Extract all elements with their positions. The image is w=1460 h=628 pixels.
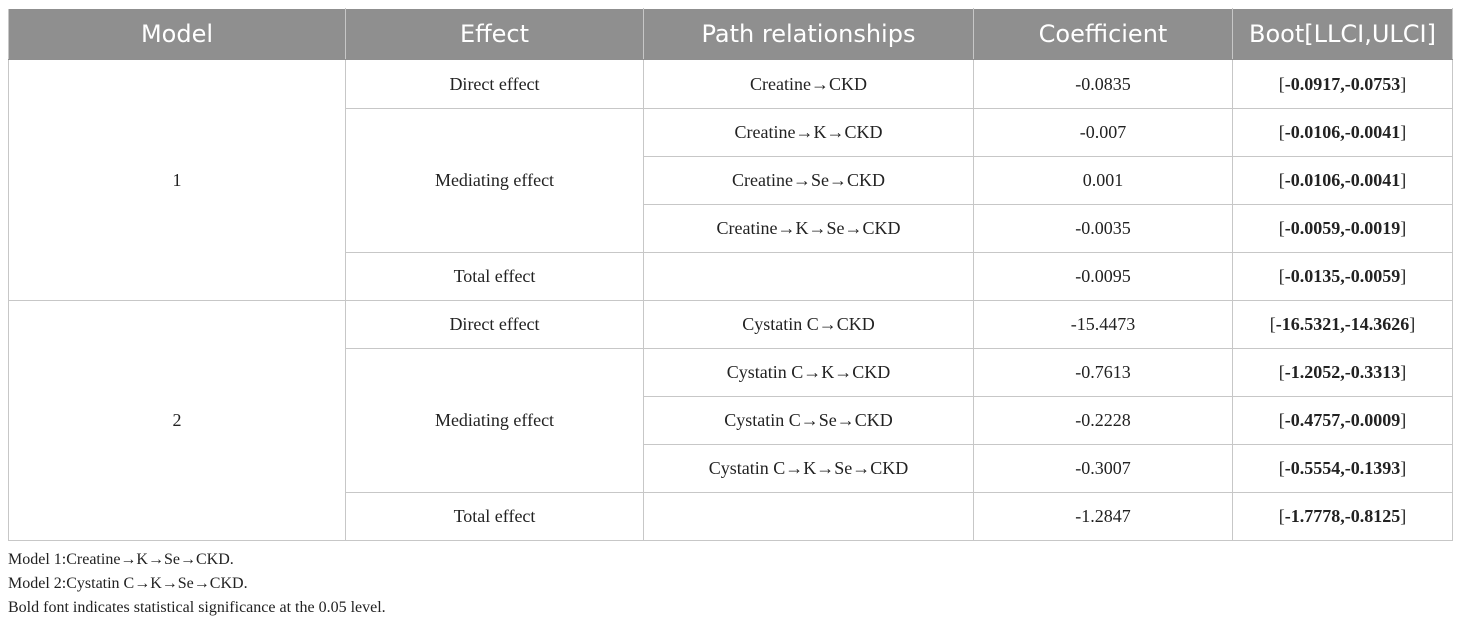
boot-ci-cell: [-0.4757,-0.0009] [1232, 396, 1453, 445]
effect-cell: Direct effect [345, 59, 644, 109]
boot-ci-cell: [-0.0917,-0.0753] [1232, 59, 1453, 109]
bracket-close: ] [1400, 218, 1407, 238]
boot-ci-value: -16.5321,-14.3626 [1275, 314, 1410, 334]
boot-ci-cell: [-0.0059,-0.0019] [1232, 204, 1453, 253]
boot-ci-value: -1.2052,-0.3313 [1284, 362, 1401, 382]
effect-cell: Total effect [345, 252, 644, 301]
table-row: Cystatin C→K→Se→CKD -0.3007 [-0.5554,-0.13… [9, 444, 1453, 493]
table-row: Mediating effect Cystatin C→K→CKD -0.7613[… [9, 348, 1453, 493]
boot-ci-value: -1.7778,-0.8125 [1284, 506, 1401, 526]
boot-ci-value: -0.5554,-0.1393 [1284, 458, 1401, 478]
coefficient-cell: -15.4473 [973, 300, 1233, 349]
header-boot-ci: Boot[LLCI,ULCI] [1232, 8, 1453, 60]
header-coefficient: Coefficient [973, 8, 1233, 60]
bracket-close: ] [1400, 506, 1407, 526]
table-row: 1 Direct effect Creatine→CKD -0.0835 [-0.091… [8, 59, 1453, 301]
bracket-close: ] [1400, 458, 1407, 478]
path-cell: Creatine→Se→CKD [643, 156, 974, 205]
table-row: Total effect -1.2847 [-1.7778,-0.8125] [9, 492, 1453, 541]
bracket-open: [ [1269, 314, 1276, 334]
boot-ci-value: -0.0917,-0.0753 [1284, 73, 1401, 94]
path-cell: Cystatin C→K→Se→CKD [643, 444, 974, 493]
header-model: Model [8, 8, 346, 60]
note-model-2: Model 2:Cystatin C→K→Se→CKD. [8, 575, 248, 592]
coefficient-cell: 0.001 [973, 156, 1233, 205]
bracket-close: ] [1400, 170, 1407, 190]
bracket-open: [ [1278, 266, 1285, 286]
boot-ci-cell: [-1.2052,-0.3313] [1232, 348, 1453, 397]
path-cell: Cystatin C→Se→CKD [643, 396, 974, 445]
boot-ci-value: -0.4757,-0.0009 [1284, 410, 1401, 430]
note-model-1: Model 1:Creatine→K→Se→CKD. [8, 551, 234, 568]
note-bold-significance: Bold font indicates statistical signific… [8, 599, 386, 616]
path-cell: Creatine→CKD [643, 59, 974, 109]
coefficient-cell: -0.0035 [973, 204, 1233, 253]
header-effect: Effect [345, 8, 644, 60]
mediation-table: Model Effect Path relationships Coeffici… [8, 8, 1453, 541]
bracket-open: [ [1278, 170, 1285, 190]
path-cell: Cystatin C→K→CKD [643, 348, 974, 397]
bracket-close: ] [1400, 122, 1407, 142]
boot-ci-cell: [-0.0135,-0.0059] [1232, 252, 1453, 301]
boot-ci-cell: [-0.5554,-0.1393] [1232, 444, 1453, 493]
coefficient-cell: -1.2847 [973, 492, 1233, 541]
effect-cell: Mediating effect [345, 348, 644, 493]
path-cell [643, 252, 974, 301]
boot-ci-cell: [-16.5321,-14.3626] [1232, 300, 1453, 349]
bracket-open: [ [1278, 122, 1285, 142]
effect-cell: Direct effect [345, 300, 644, 349]
boot-ci-value: -0.0059,-0.0019 [1284, 218, 1401, 238]
table-row: 2 Direct effect Cystatin C→CKD -15.4473 [-16… [8, 300, 1453, 541]
bracket-open: [ [1278, 73, 1285, 94]
coefficient-cell: -0.3007 [973, 444, 1233, 493]
bracket-close: ] [1400, 410, 1407, 430]
bracket-open: [ [1278, 218, 1285, 238]
header-path-relationships: Path relationships [643, 8, 974, 60]
coefficient-cell: -0.0095 [973, 252, 1233, 301]
bracket-open: [ [1278, 506, 1285, 526]
coefficient-cell: -0.7613 [973, 348, 1233, 397]
bracket-open: [ [1278, 362, 1285, 382]
model-cell: 1 [8, 59, 346, 301]
effect-cell: Mediating effect [345, 108, 644, 253]
boot-ci-value: -0.0106,-0.0041 [1284, 170, 1401, 190]
boot-ci-cell: [-0.0106,-0.0041] [1232, 156, 1453, 205]
header-row: Model Effect Path relationships Coeffici… [8, 8, 1453, 60]
table-row: Total effect -0.0095 [-0.0135,-0.0059] [9, 252, 1453, 301]
bracket-close: ] [1409, 314, 1416, 334]
table-body: 1 Direct effect Creatine→CKD -0.0835 [-0.091… [8, 59, 1453, 541]
boot-ci-value: -0.0135,-0.0059 [1284, 266, 1401, 286]
bracket-close: ] [1400, 266, 1407, 286]
bracket-open: [ [1278, 458, 1285, 478]
coefficient-cell: -0.007 [973, 108, 1233, 157]
boot-ci-cell: [-1.7778,-0.8125] [1232, 492, 1453, 541]
path-cell: Cystatin C→CKD [643, 300, 974, 349]
path-cell: Creatine→K→Se→CKD [643, 204, 974, 253]
bracket-close: ] [1400, 362, 1407, 382]
table-row: Mediating effect Creatine→K→CKD -0.007 [-0.… [9, 108, 1453, 253]
bracket-open: [ [1278, 410, 1285, 430]
coefficient-cell: -0.0835 [973, 59, 1233, 109]
model-cell: 2 [8, 300, 346, 541]
boot-ci-value: -0.0106,-0.0041 [1284, 122, 1401, 142]
table-notes: Model 1:Creatine→K→Se→CKD. Model 2:Cysta… [8, 548, 386, 620]
path-cell [643, 492, 974, 541]
effect-cell: Total effect [345, 492, 644, 541]
coefficient-cell: -0.2228 [973, 396, 1233, 445]
path-cell: Creatine→K→CKD [643, 108, 974, 157]
bracket-close: ] [1400, 73, 1407, 94]
boot-ci-cell: [-0.0106,-0.0041] [1232, 108, 1453, 157]
